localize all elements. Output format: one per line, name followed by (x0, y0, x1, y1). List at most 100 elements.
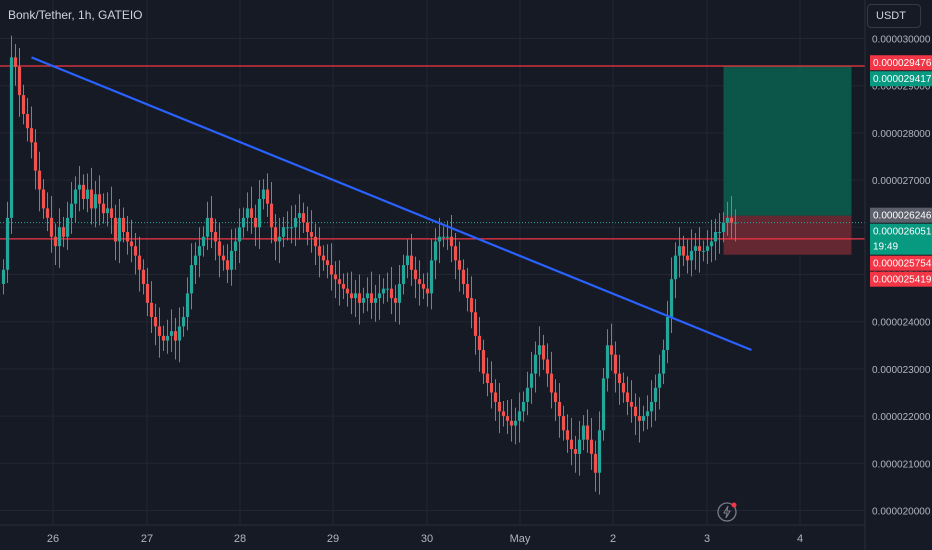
price-label: 0.000029476 (873, 58, 932, 69)
candle-body (293, 217, 298, 228)
y-tick-label: 0.000020000 (872, 507, 931, 518)
x-tick-label: 2 (610, 533, 616, 545)
candle-body (557, 401, 562, 417)
price-label: 0.000026051 (873, 227, 932, 238)
candle-body (597, 430, 602, 473)
countdown-label: 19:49 (873, 242, 898, 253)
y-tick-label: 0.000030000 (872, 35, 931, 46)
candle-body (601, 378, 606, 431)
x-tick-label: 29 (327, 533, 339, 545)
candles (1, 35, 738, 495)
candle-body (441, 236, 446, 238)
candle-body (701, 250, 706, 252)
price-label-bg (870, 271, 932, 287)
candle-body (249, 208, 254, 218)
candle-body (433, 241, 438, 261)
y-tick-label: 0.000024000 (872, 318, 931, 329)
candle-body (501, 411, 506, 417)
candle-body (381, 288, 386, 294)
x-tick-label: 3 (704, 533, 710, 545)
candle-body (681, 246, 686, 256)
candle-body (589, 439, 594, 454)
currency-button[interactable]: USDT (867, 4, 921, 28)
candle-body (45, 208, 50, 218)
candle-body (5, 217, 10, 270)
candle-body (665, 316, 670, 351)
candle-body (53, 236, 58, 247)
candle-body (641, 416, 646, 421)
trendline-line[interactable] (31, 56, 752, 352)
y-tick-label: 0.000027000 (872, 176, 931, 187)
candle-body (537, 345, 542, 355)
candle-body (413, 269, 418, 280)
price-label-bg (870, 255, 932, 271)
candle-body (1, 269, 6, 284)
candle-body (445, 236, 450, 238)
candle-body (497, 401, 502, 412)
candle-body (129, 241, 134, 247)
candle-body (173, 331, 178, 341)
candle-body (365, 293, 370, 299)
candle-body (241, 217, 246, 228)
candle-body (253, 217, 258, 228)
candle-body (693, 246, 698, 251)
candle-body (341, 283, 346, 289)
candle-body (285, 227, 290, 229)
candle-body (165, 335, 170, 341)
candle-body (57, 227, 62, 247)
trendline[interactable] (31, 56, 752, 352)
x-tick-label: 4 (797, 533, 803, 545)
candle-body (65, 217, 70, 237)
candle-body (273, 227, 278, 242)
candle-body (653, 387, 658, 402)
candle-body (481, 350, 486, 374)
target-zone[interactable] (723, 66, 852, 216)
candle-body (229, 250, 234, 270)
time-axis[interactable]: 26 27 28 29 30 May 2 3 4 (0, 524, 865, 545)
candle-body (101, 203, 106, 214)
candle-body (553, 392, 558, 402)
candle-body (289, 227, 294, 229)
candle-body (429, 260, 434, 294)
candle-body (549, 373, 554, 393)
candle-body (137, 255, 142, 270)
candle-body (585, 425, 590, 440)
candle-body (569, 439, 574, 450)
price-label-bg (870, 55, 932, 71)
candle-body (113, 217, 118, 242)
candle-body (629, 401, 634, 407)
candle-body (237, 227, 242, 242)
candle-body (345, 288, 350, 294)
candle-body (29, 128, 34, 143)
candle-body (577, 439, 582, 454)
candle-body (469, 298, 474, 313)
candle-body (685, 255, 690, 261)
candle-body (425, 288, 430, 294)
candle-body (313, 236, 318, 247)
candle-body (505, 416, 510, 421)
candle-body (33, 142, 38, 171)
candle-body (421, 283, 426, 289)
candle-body (609, 345, 614, 355)
candle-body (389, 288, 394, 299)
candle-body (73, 189, 78, 204)
candle-body (473, 312, 478, 336)
candle-body (593, 453, 598, 473)
price-label-bg (870, 71, 932, 87)
candle-body (565, 430, 570, 440)
price-label: 0.000025754 (873, 259, 932, 270)
candle-body (509, 420, 514, 426)
candle-body (205, 217, 210, 237)
horizontal-lines[interactable] (0, 65, 865, 240)
candle-body (37, 170, 42, 190)
stop-zone[interactable] (723, 215, 852, 255)
candle-body (61, 227, 66, 237)
candle-body (233, 241, 238, 251)
position-zones (723, 66, 852, 255)
candle-body (645, 411, 650, 417)
candle-body (725, 217, 730, 223)
candle-body (181, 316, 186, 327)
lightning-icon[interactable] (716, 501, 738, 523)
candle-body (209, 217, 214, 233)
